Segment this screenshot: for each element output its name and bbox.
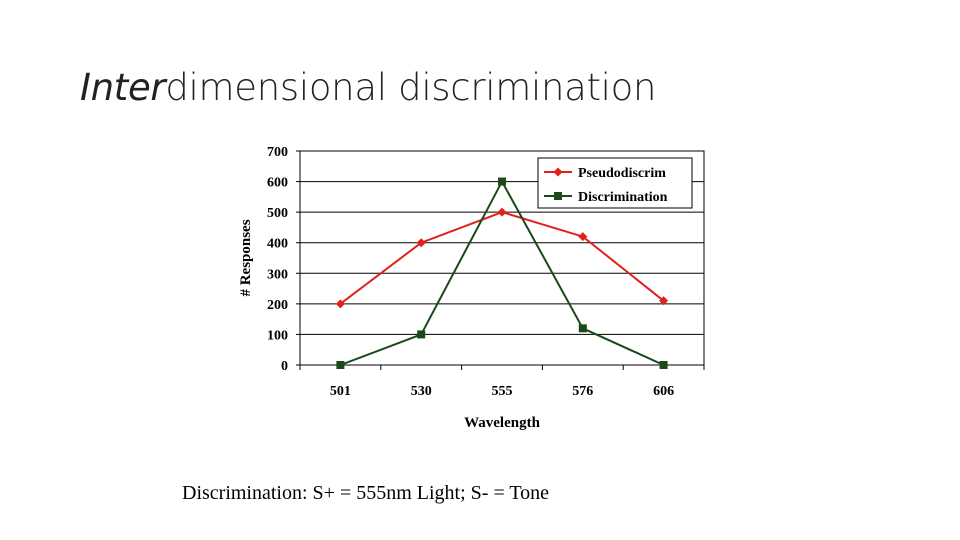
data-point-diamond: [578, 232, 588, 242]
data-point-diamond: [553, 167, 563, 177]
data-point-square: [417, 330, 426, 339]
y-tick-label: 0: [281, 359, 288, 374]
legend-box: [537, 157, 693, 209]
y-tick-label: 500: [267, 206, 288, 221]
data-point-square: [554, 192, 562, 200]
line-chart: 0 100 200 300 400 500 600 700 501 530 555 576 606 Ps…: [230, 138, 720, 438]
x-tick-label: 530: [411, 384, 432, 399]
tick-layer: 0 100 200 300 400 500 600 700 501 530 555 576 606: [267, 145, 705, 399]
y-tick-label: 600: [267, 176, 288, 191]
caption: Discrimination: S+ = 555nm Light; S- = T…: [182, 482, 550, 504]
series-layer: [335, 177, 669, 369]
data-point-square: [659, 361, 668, 369]
x-tick-label: 576: [572, 384, 593, 399]
slide-title-italic: Inter: [80, 66, 166, 109]
data-point-square: [498, 177, 506, 186]
y-axis-title: # Responses: [238, 219, 254, 296]
legend-label: Pseudodiscrim: [578, 166, 666, 181]
series-0: [335, 207, 669, 309]
x-tick-label: 555: [492, 384, 513, 399]
slide-title: Interdimensional discrimination: [80, 66, 656, 109]
series-1: [336, 177, 668, 369]
legend-label: Discrimination: [578, 190, 668, 205]
y-tick-label: 100: [267, 328, 288, 343]
data-point-diamond: [497, 207, 507, 217]
y-tick-label: 400: [267, 237, 288, 252]
y-tick-label: 700: [267, 145, 288, 160]
x-axis-title: Wavelength: [464, 415, 540, 431]
series-line: [339, 211, 665, 305]
data-point-diamond: [335, 299, 345, 309]
x-tick-label: 606: [653, 384, 674, 399]
data-point-square: [578, 324, 587, 333]
x-tick-label: 501: [330, 384, 351, 399]
data-point-square: [336, 361, 345, 369]
legend-item: Pseudodiscrim: [544, 166, 666, 181]
plot-frame: [299, 150, 705, 366]
y-tick-label: 200: [267, 298, 288, 313]
y-tick-label: 300: [267, 267, 288, 282]
legend-item: Discrimination: [544, 190, 668, 205]
slide-title-rest: dimensional discrimination: [165, 66, 657, 109]
data-point-diamond: [416, 238, 426, 248]
chart-svg: 0 100 200 300 400 500 600 700 501 530 555 576 606 Ps…: [238, 145, 705, 431]
legend: Pseudodiscrim Discrimination: [537, 157, 693, 209]
data-point-diamond: [659, 296, 669, 306]
